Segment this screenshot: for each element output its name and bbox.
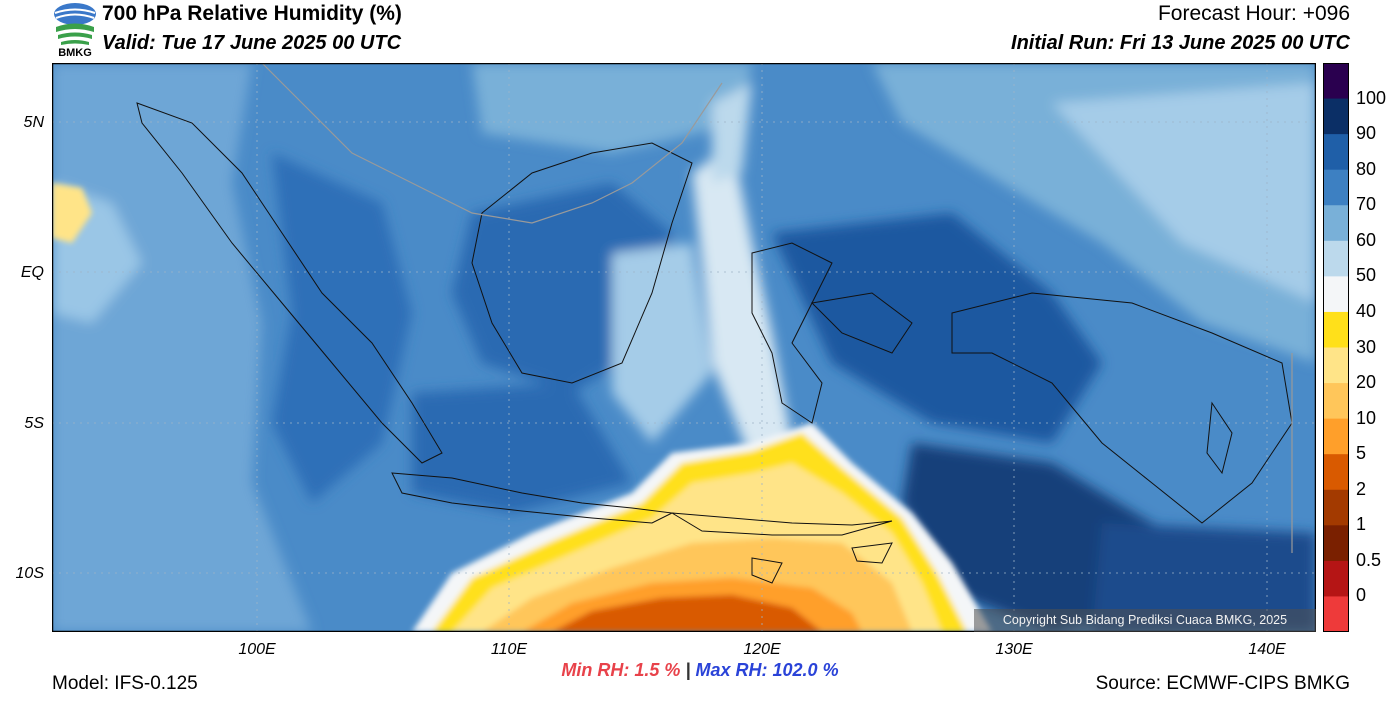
colorbar-label: 0 (1356, 585, 1367, 606)
colorbar-swatch (1323, 560, 1349, 597)
lon-label-110e: 110E (490, 641, 528, 658)
lat-label-eq: EQ (20, 264, 44, 281)
map-title: 700 hPa Relative Humidity (%) (102, 2, 402, 25)
colorbar (1323, 63, 1349, 632)
colorbar-label: 60 (1356, 229, 1377, 250)
colorbar-swatch (1323, 596, 1349, 632)
forecast-hour: Forecast Hour: +096 (1157, 2, 1350, 25)
valid-time: Valid: Tue 17 June 2025 00 UTC (102, 32, 402, 54)
colorbar-label: 100 (1356, 87, 1387, 108)
lat-label-10s: 10S (15, 565, 44, 582)
colorbar-label: 5 (1356, 443, 1367, 464)
humidity-map (52, 63, 1316, 632)
colorbar-swatch (1323, 63, 1349, 100)
colorbar-label: 20 (1356, 372, 1377, 393)
borders (261, 63, 1293, 553)
colorbar-swatch (1323, 347, 1349, 384)
colorbar-label: 70 (1356, 194, 1377, 215)
colorbar-swatch (1323, 276, 1349, 313)
colorbar-swatch (1323, 205, 1349, 242)
colorbar-swatch (1323, 489, 1349, 526)
logo-text: BMKG (58, 47, 92, 59)
stats-separator: | (685, 660, 691, 680)
lon-label-120e: 120E (743, 641, 781, 658)
colorbar-label: 30 (1356, 336, 1377, 357)
colorbar-label: 10 (1356, 407, 1377, 428)
colorbar-label: 40 (1356, 300, 1377, 321)
colorbar-swatch (1323, 169, 1349, 206)
model-label: Model: IFS-0.125 (52, 673, 198, 694)
colorbar-label: 50 (1356, 265, 1377, 286)
max-rh: Max RH: 102.0 % (695, 660, 839, 680)
bmkg-logo (54, 3, 96, 45)
colorbar-swatch (1323, 454, 1349, 491)
colorbar-label: 90 (1356, 123, 1377, 144)
initial-run: Initial Run: Fri 13 June 2025 00 UTC (1011, 32, 1350, 54)
min-rh: Min RH: 1.5 % (561, 660, 681, 680)
colorbar-swatch (1323, 311, 1349, 348)
rh-stats: Min RH: 1.5 % | Max RH: 102.0 % (0, 660, 1400, 681)
colorbar-swatch (1323, 240, 1349, 277)
colorbar-swatch (1323, 134, 1349, 171)
colorbar-swatch (1323, 98, 1349, 135)
map-frame (52, 63, 1316, 632)
colorbar-swatch (1323, 383, 1349, 420)
graticule (52, 63, 1316, 632)
copyright-notice: Copyright Sub Bidang Prediksi Cuaca BMKG… (974, 609, 1316, 632)
dry-region (52, 183, 992, 632)
coastlines (136, 102, 1293, 584)
colorbar-label: 2 (1356, 478, 1367, 499)
lon-label-100e: 100E (238, 641, 276, 658)
source-label: Source: ECMWF-CIPS BMKG (1095, 673, 1350, 694)
colorbar-swatch (1323, 418, 1349, 455)
colorbar-label: 80 (1356, 158, 1377, 179)
lon-label-130e: 130E (995, 641, 1033, 658)
lat-label-5n: 5N (23, 114, 44, 131)
colorbar-swatch (1323, 525, 1349, 562)
lon-label-140e: 140E (1248, 641, 1286, 658)
colorbar-frame (1323, 63, 1349, 632)
lat-label-5s: 5S (24, 415, 44, 432)
colorbar-label: 1 (1356, 514, 1367, 535)
colorbar-label: 0.5 (1356, 549, 1382, 570)
humidity-field (52, 63, 1316, 632)
